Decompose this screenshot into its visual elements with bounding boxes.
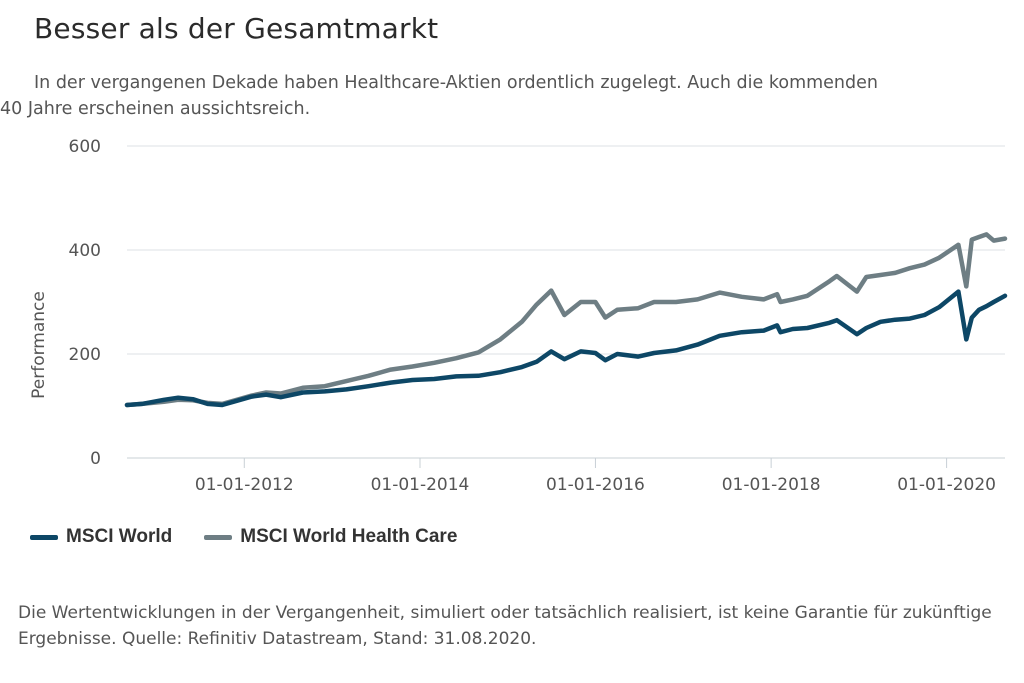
series-line-msci-world-health-care [124, 232, 1008, 408]
x-tick-label: 01-01-2020 [897, 475, 996, 495]
legend-swatch-msci-world-health-care [204, 534, 233, 540]
grid-lines [127, 145, 1005, 459]
legend-item-msci-world[interactable]: MSCI World [30, 526, 172, 548]
x-tick-label: 01-01-2016 [546, 475, 645, 495]
legend-item-msci-world-health-care[interactable]: MSCI World Health Care [204, 526, 457, 548]
legend: MSCI World MSCI World Health Care [30, 526, 489, 548]
y-tick-label: 0 [90, 449, 101, 469]
y-tick-label: 600 [69, 137, 101, 157]
series-lines [124, 232, 1008, 408]
x-tick-label: 01-01-2012 [195, 475, 294, 495]
chart-subtitle: In der vergangenen Dekade haben Healthca… [0, 73, 878, 119]
x-tick-label: 01-01-2014 [371, 475, 470, 495]
legend-label-msci-world-health-care: MSCI World Health Care [240, 526, 458, 547]
y-tick-label: 200 [69, 345, 101, 365]
y-axis-ticks: 0 200 400 600 [69, 137, 101, 469]
legend-swatch-msci-world [30, 534, 58, 540]
legend-label-msci-world: MSCI World [66, 526, 173, 547]
source-footnote: Die Wertentwicklungen in der Vergangenhe… [18, 603, 992, 649]
y-axis-label: Performance [29, 291, 49, 399]
y-tick-label: 400 [69, 241, 101, 261]
chart-title: Besser als der Gesamtmarkt [34, 12, 439, 45]
x-axis-ticks: 01-01-2012 01-01-2014 01-01-2016 01-01-2018… [195, 458, 996, 495]
x-tick-label: 01-01-2018 [722, 475, 821, 495]
series-line-msci-world [124, 289, 1008, 408]
